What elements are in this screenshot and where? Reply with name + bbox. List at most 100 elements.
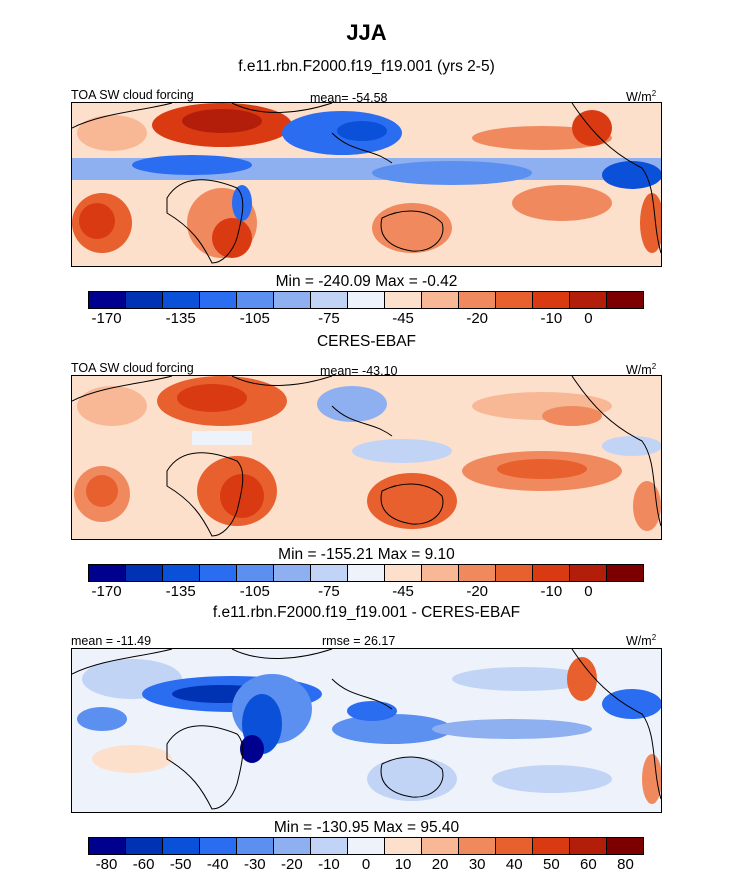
colorbar-swatch: [533, 565, 570, 581]
colorbar-swatch: [126, 838, 163, 854]
colorbar-tick-label: 20: [431, 856, 449, 873]
colorbar-tick-label: -20: [466, 583, 489, 600]
colorbar-tick-label: 0: [584, 583, 593, 600]
panel-1-field: [72, 103, 661, 266]
colorbar-tick-label: -75: [318, 583, 340, 600]
colorbar-swatch: [496, 565, 533, 581]
colorbar-tick-label: -30: [243, 856, 266, 873]
panel-3-title: f.e11.rbn.F2000.f19_f19.001 - CERES-EBAF: [212, 604, 521, 621]
colorbar-tick-label: 80: [617, 856, 634, 873]
panel-3-map: [71, 648, 662, 813]
colorbar-tick-label: -10: [540, 310, 563, 327]
colorbar-tick-label: -105: [239, 583, 270, 600]
panel-1-minmax: Min = -240.09 Max = -0.42: [275, 273, 458, 290]
colorbar-swatch: [496, 838, 533, 854]
colorbar-swatch: [89, 292, 126, 308]
colorbar-tick-label: -20: [281, 856, 303, 873]
panel-2-colorbar: [88, 564, 644, 582]
panel-2-units: W/m2: [626, 362, 657, 378]
panel-3-colorbar: [88, 837, 644, 855]
colorbar-swatch: [533, 292, 570, 308]
colorbar-swatch: [163, 838, 200, 854]
colorbar-swatch: [126, 292, 163, 308]
colorbar-swatch: [348, 292, 385, 308]
panel-3-field: [72, 649, 661, 812]
panel-2-field: [72, 376, 661, 539]
colorbar-tick-label: -80: [95, 856, 118, 873]
colorbar-swatch: [348, 838, 385, 854]
colorbar-swatch: [200, 292, 237, 308]
colorbar-swatch: [496, 292, 533, 308]
colorbar-swatch: [422, 838, 459, 854]
colorbar-tick-label: -105: [239, 310, 270, 327]
colorbar-tick-label: -50: [169, 856, 192, 873]
colorbar-tick-label: -170: [91, 583, 122, 600]
colorbar-tick-label: 10: [394, 856, 412, 873]
colorbar-swatch: [607, 838, 643, 854]
colorbar-swatch: [385, 565, 422, 581]
colorbar-swatch: [163, 565, 200, 581]
colorbar-swatch: [570, 565, 607, 581]
panel-1-units: W/m2: [626, 89, 657, 105]
colorbar-tick-label: -135: [165, 583, 196, 600]
panel-2-minmax: Min = -155.21 Max = 9.10: [278, 546, 455, 563]
colorbar-swatch: [422, 565, 459, 581]
colorbar-swatch: [533, 838, 570, 854]
panel-2-colorbar-ticks: -170 -135 -105 -75 -45 -20 -10 0: [88, 583, 644, 603]
panel-3-rmse-label: rmse = 26.17: [322, 634, 396, 648]
panel-2-mean-label: mean= -43.10: [320, 364, 398, 378]
colorbar-tick-label: -135: [165, 310, 196, 327]
colorbar-swatch: [89, 565, 126, 581]
colorbar-swatch: [237, 838, 274, 854]
panel-1-mean-label: mean= -54.58: [310, 91, 388, 105]
colorbar-tick-label: 40: [505, 856, 523, 873]
colorbar-swatch: [570, 292, 607, 308]
colorbar-tick-label: 60: [580, 856, 597, 873]
colorbar-tick-label: -60: [132, 856, 155, 873]
colorbar-swatch: [163, 292, 200, 308]
colorbar-swatch: [422, 292, 459, 308]
colorbar-swatch: [385, 838, 422, 854]
panel-3-units: W/m2: [626, 633, 657, 649]
colorbar-swatch: [385, 292, 422, 308]
colorbar-tick-label: -20: [466, 310, 489, 327]
colorbar-tick-label: 30: [468, 856, 486, 873]
colorbar-swatch: [237, 565, 274, 581]
colorbar-swatch: [237, 292, 274, 308]
colorbar-swatch: [459, 838, 496, 854]
panel-2-title: CERES-EBAF: [316, 333, 417, 350]
colorbar-swatch: [274, 565, 311, 581]
colorbar-tick-label: -75: [318, 310, 340, 327]
colorbar-tick-label: 50: [542, 856, 560, 873]
colorbar-swatch: [459, 565, 496, 581]
panel-2-left-label: TOA SW cloud forcing: [71, 361, 194, 375]
panel-1-colorbar-ticks: -170 -135 -105 -75 -45 -20 -10 0: [88, 310, 644, 330]
colorbar-tick-label: -40: [206, 856, 229, 873]
panel-3-colorbar-ticks: -80 -60 -50 -40 -30 -20 -10 0 10 20 30 40 50 60 80: [88, 856, 644, 876]
colorbar-swatch: [607, 292, 643, 308]
colorbar-swatch: [607, 565, 643, 581]
colorbar-swatch: [126, 565, 163, 581]
panel-1-left-label: TOA SW cloud forcing: [71, 88, 194, 102]
panel-3-minmax: Min = -130.95 Max = 95.40: [273, 819, 460, 836]
colorbar-swatch: [311, 838, 348, 854]
colorbar-swatch: [311, 565, 348, 581]
colorbar-tick-label: -45: [392, 310, 414, 327]
colorbar-tick-label: -170: [91, 310, 122, 327]
figure-title: JJA: [346, 20, 387, 45]
colorbar-swatch: [274, 292, 311, 308]
colorbar-swatch: [200, 838, 237, 854]
colorbar-tick-label: -45: [392, 583, 414, 600]
colorbar-tick-label: -10: [318, 856, 340, 873]
colorbar-swatch: [200, 565, 237, 581]
colorbar-tick-label: -10: [540, 583, 563, 600]
colorbar-swatch: [459, 292, 496, 308]
panel-2-map: [71, 375, 662, 540]
colorbar-swatch: [348, 565, 385, 581]
colorbar-tick-label: 0: [361, 856, 371, 873]
colorbar-swatch: [311, 292, 348, 308]
panel-1-map: [71, 102, 662, 267]
panel-1-title: f.e11.rbn.F2000.f19_f19.001 (yrs 2-5): [238, 58, 495, 75]
colorbar-swatch: [89, 838, 126, 854]
panel-3-mean-label: mean = -11.49: [71, 634, 152, 648]
